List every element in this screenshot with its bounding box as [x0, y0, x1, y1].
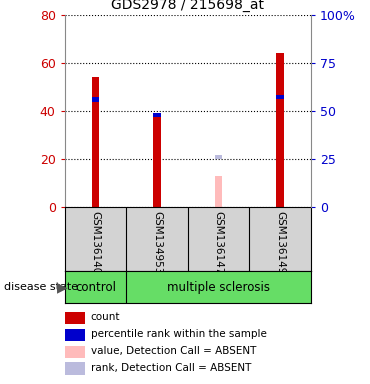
Bar	[92, 97, 99, 101]
Text: multiple sclerosis: multiple sclerosis	[167, 281, 270, 293]
Text: disease state: disease state	[4, 282, 78, 292]
FancyBboxPatch shape	[65, 346, 85, 358]
Text: GSM136147: GSM136147	[213, 210, 223, 274]
FancyBboxPatch shape	[65, 329, 85, 341]
Text: GSM134953: GSM134953	[152, 210, 162, 274]
Text: percentile rank within the sample: percentile rank within the sample	[91, 329, 266, 339]
Bar	[153, 113, 161, 117]
FancyBboxPatch shape	[65, 312, 85, 324]
Bar	[276, 53, 284, 207]
Text: GSM136149: GSM136149	[275, 210, 285, 274]
Text: ▶: ▶	[57, 280, 68, 294]
Bar	[215, 155, 222, 159]
Bar	[276, 95, 284, 99]
Bar	[153, 115, 161, 207]
Text: rank, Detection Call = ABSENT: rank, Detection Call = ABSENT	[91, 363, 251, 373]
FancyBboxPatch shape	[65, 362, 85, 375]
Text: control: control	[75, 281, 116, 293]
Bar	[215, 176, 222, 207]
Text: value, Detection Call = ABSENT: value, Detection Call = ABSENT	[91, 346, 256, 356]
Text: count: count	[91, 312, 120, 322]
Title: GDS2978 / 215698_at: GDS2978 / 215698_at	[111, 0, 264, 12]
Bar	[92, 76, 99, 207]
Text: GSM136140: GSM136140	[91, 210, 101, 274]
